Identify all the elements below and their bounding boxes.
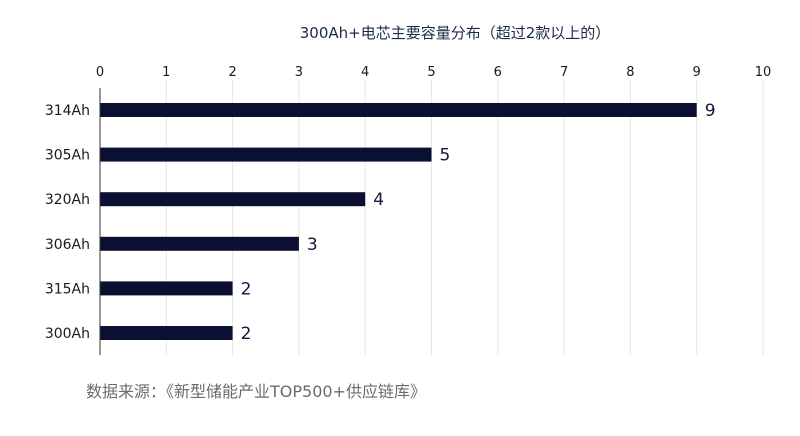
- chart-title: 300Ah+电芯主要容量分布（超过2款以上的）: [300, 24, 611, 42]
- bar: [100, 326, 233, 340]
- bar: [100, 192, 366, 207]
- value-label: 3: [307, 235, 318, 255]
- category-label: 306Ah: [45, 237, 90, 253]
- x-tick-label: 0: [96, 65, 104, 80]
- value-label: 2: [241, 324, 252, 344]
- x-tick-label: 7: [560, 65, 568, 80]
- bar: [100, 147, 432, 162]
- x-tick-label: 4: [361, 65, 369, 80]
- value-label: 9: [705, 101, 716, 121]
- x-tick-label: 5: [427, 65, 435, 80]
- grid-layer: [165, 80, 764, 355]
- x-tick-label: 2: [228, 65, 236, 80]
- bar: [100, 103, 697, 117]
- x-tick-label: 9: [693, 65, 701, 80]
- category-labels: 314Ah 305Ah 320Ah 306Ah 315Ah 300Ah: [45, 103, 90, 342]
- value-labels: 9 5 4 3 2 2: [241, 101, 716, 344]
- category-label: 305Ah: [45, 148, 90, 164]
- category-label: 320Ah: [45, 192, 90, 208]
- source-note: 数据来源：《新型储能产业TOP500+供应链库》: [86, 382, 426, 401]
- x-tick-label: 6: [494, 65, 502, 80]
- value-label: 2: [241, 279, 252, 299]
- x-tick-label: 8: [626, 65, 634, 80]
- x-tick-label: 10: [755, 65, 772, 80]
- x-tick-label: 3: [295, 65, 303, 80]
- value-label: 5: [440, 146, 451, 166]
- x-tick-label: 1: [162, 65, 170, 80]
- category-label: 300Ah: [45, 326, 90, 342]
- category-label: 315Ah: [45, 281, 90, 297]
- value-label: 4: [373, 190, 384, 210]
- category-label: 314Ah: [45, 103, 90, 119]
- bar-layer: [100, 103, 697, 340]
- bar: [100, 236, 299, 251]
- x-tick-labels: 0 1 2 3 4 5 6 7 8 9 10: [96, 65, 771, 80]
- bar: [100, 281, 233, 296]
